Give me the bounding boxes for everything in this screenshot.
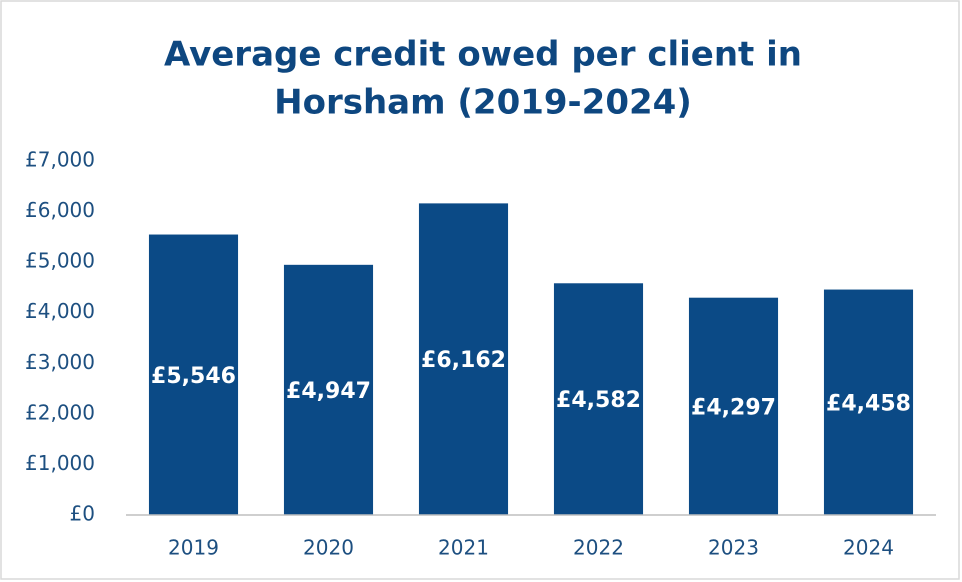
chart-title: Horsham (2019-2024) [274,83,692,123]
y-tick-label: £1,000 [25,451,95,475]
y-tick-label: £4,000 [25,299,95,323]
y-tick-label: £2,000 [25,400,95,424]
x-tick-label: 2021 [438,536,489,560]
x-tick-label: 2023 [708,536,759,560]
x-tick-label: 2022 [573,536,624,560]
bar [148,234,239,515]
data-label: £4,582 [556,388,641,413]
bar [283,264,374,515]
data-label: £5,546 [151,364,236,389]
x-tick-label: 2020 [303,536,354,560]
x-tick-label: 2019 [168,536,219,560]
y-tick-label: £0 [70,502,95,526]
x-tick-label: 2024 [843,536,894,560]
y-tick-label: £3,000 [25,350,95,374]
y-tick-label: £7,000 [25,148,95,172]
bar [688,297,779,515]
y-tick-label: £6,000 [25,198,95,222]
bar [553,283,644,515]
data-label: £4,297 [691,395,776,420]
chart-title: Average credit owed per client in [164,35,802,75]
data-label: £4,458 [826,391,911,416]
bar [823,289,914,515]
data-label: £4,947 [286,379,371,404]
data-label: £6,162 [421,348,506,373]
bar [418,203,509,516]
y-tick-label: £5,000 [25,249,95,273]
